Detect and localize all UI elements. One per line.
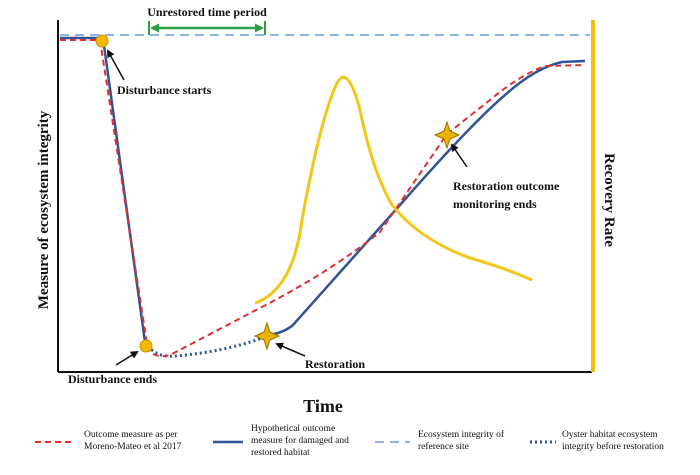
disturbance-start-marker [95, 34, 109, 48]
unrestored-period-label: Unrestored time period [147, 5, 267, 19]
legend: Outcome measure as per Moreno-Mateo et a… [35, 424, 664, 458]
legend-reference-line2: reference site [418, 441, 469, 452]
disturbance-starts-label: Disturbance starts [117, 83, 212, 97]
disturbance-starts-arrow [107, 49, 125, 81]
legend-reference-line1: Ecosystem integrity of [418, 429, 505, 440]
legend-hypothetical-line1: Hypothetical outcome [251, 424, 335, 434]
x-axis-label: Time [303, 396, 343, 416]
oyster-habitat-curve [143, 334, 269, 358]
restoration-star-icon [253, 321, 281, 351]
monitoring-ends-arrow [450, 143, 468, 168]
recovery-rate-label: Recovery Rate [601, 153, 617, 247]
legend-moreno-line1: Outcome measure as per [84, 430, 178, 440]
restoration-label: Restoration [305, 357, 365, 371]
legend-hypothetical-line2: measure for damaged and [251, 435, 349, 446]
legend-oyster-line2: integrity before restoration [562, 441, 664, 452]
legend-moreno-line2: Moreno-Mateo et al 2017 [84, 442, 182, 452]
monitoring-ends-label-line1: Restoration outcome [453, 179, 560, 193]
disturbance-ends-arrow [115, 350, 139, 366]
legend-oyster-line1: Oyster habitat ecosystem [562, 430, 658, 440]
monitoring-end-star-icon [433, 120, 461, 150]
moreno-mateo-curve [60, 39, 586, 358]
disturbance-ends-label: Disturbance ends [68, 372, 157, 386]
recovery-rate-curve [254, 75, 533, 305]
y-axis-label: Measure of ecosystem integrity [36, 110, 52, 309]
restoration-arrow [275, 342, 306, 357]
disturbance-end-marker [139, 339, 153, 353]
legend-hypothetical-line3: restored habitat [251, 448, 310, 458]
monitoring-ends-label-line2: monitoring ends [453, 197, 537, 211]
